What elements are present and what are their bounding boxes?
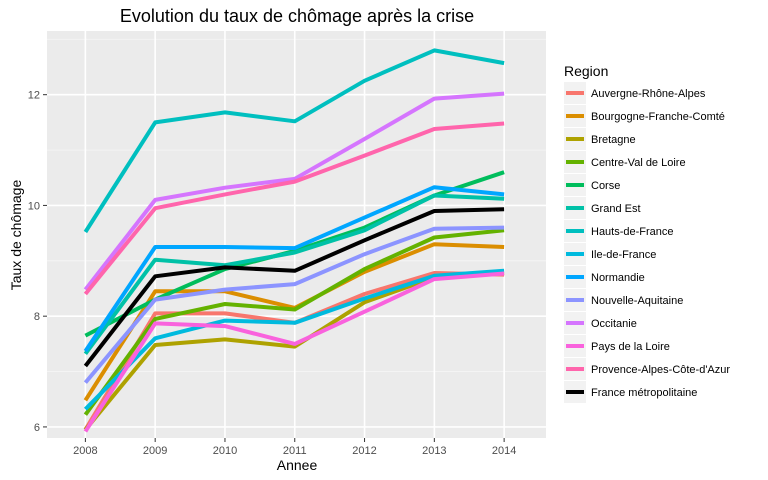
legend: Region Auvergne-Rhône-Alpes Bourgogne-Fra… bbox=[564, 63, 730, 403]
series-line bbox=[83, 225, 505, 384]
y-axis-title: Taux de chômage bbox=[8, 180, 24, 291]
legend-label: Corse bbox=[591, 180, 620, 192]
legend-label: Occitanie bbox=[591, 318, 637, 330]
legend-label: Provence-Alpes-Côte-d'Azur bbox=[591, 364, 730, 376]
legend-label: Auvergne-Rhône-Alpes bbox=[591, 88, 706, 100]
x-tick-label: 2009 bbox=[143, 445, 167, 457]
x-tick-label: 2008 bbox=[73, 445, 97, 457]
legend-label: France métropolitaine bbox=[591, 387, 697, 399]
legend-label: Ile-de-France bbox=[591, 249, 656, 261]
legend-title: Region bbox=[564, 63, 608, 79]
series-line bbox=[83, 193, 505, 355]
grid-major bbox=[47, 31, 546, 438]
legend-label: Hauts-de-France bbox=[591, 226, 674, 238]
x-tick-label: 2014 bbox=[492, 445, 516, 457]
y-tick-label: 12 bbox=[28, 90, 40, 102]
series-line bbox=[83, 228, 505, 416]
legend-label: Pays de la Loire bbox=[591, 341, 670, 353]
x-axis-title: Annee bbox=[277, 457, 318, 473]
y-tick-label: 10 bbox=[28, 200, 40, 212]
series-line bbox=[83, 48, 505, 234]
y-tick-label: 8 bbox=[34, 311, 40, 323]
series-line bbox=[83, 121, 505, 296]
x-axis-ticks: 2008 2009 2010 2011 2012 2013 2014 bbox=[73, 438, 516, 457]
series-lines bbox=[83, 48, 505, 433]
legend-label: Normandie bbox=[591, 272, 645, 284]
series-line bbox=[83, 207, 505, 368]
series-line bbox=[83, 268, 505, 411]
chart-title: Evolution du taux de chômage après la cr… bbox=[120, 6, 474, 26]
legend-label: Bourgogne-Franche-Comté bbox=[591, 111, 725, 123]
legend-label: Bretagne bbox=[591, 134, 636, 146]
series-line bbox=[83, 185, 505, 353]
grid-minor bbox=[47, 38, 546, 372]
x-tick-label: 2013 bbox=[422, 445, 446, 457]
series-line bbox=[83, 91, 505, 291]
x-tick-label: 2011 bbox=[283, 445, 307, 457]
y-axis-ticks: 6 8 10 12 bbox=[28, 90, 47, 434]
y-tick-label: 6 bbox=[34, 422, 40, 434]
legend-label: Centre-Val de Loire bbox=[591, 157, 686, 169]
legend-items: Auvergne-Rhône-Alpes Bourgogne-Franche-Co… bbox=[564, 82, 730, 403]
legend-label: Nouvelle-Aquitaine bbox=[591, 295, 683, 307]
x-tick-label: 2010 bbox=[213, 445, 237, 457]
x-tick-label: 2012 bbox=[352, 445, 376, 457]
legend-label: Grand Est bbox=[591, 203, 641, 215]
series-line bbox=[83, 271, 505, 433]
